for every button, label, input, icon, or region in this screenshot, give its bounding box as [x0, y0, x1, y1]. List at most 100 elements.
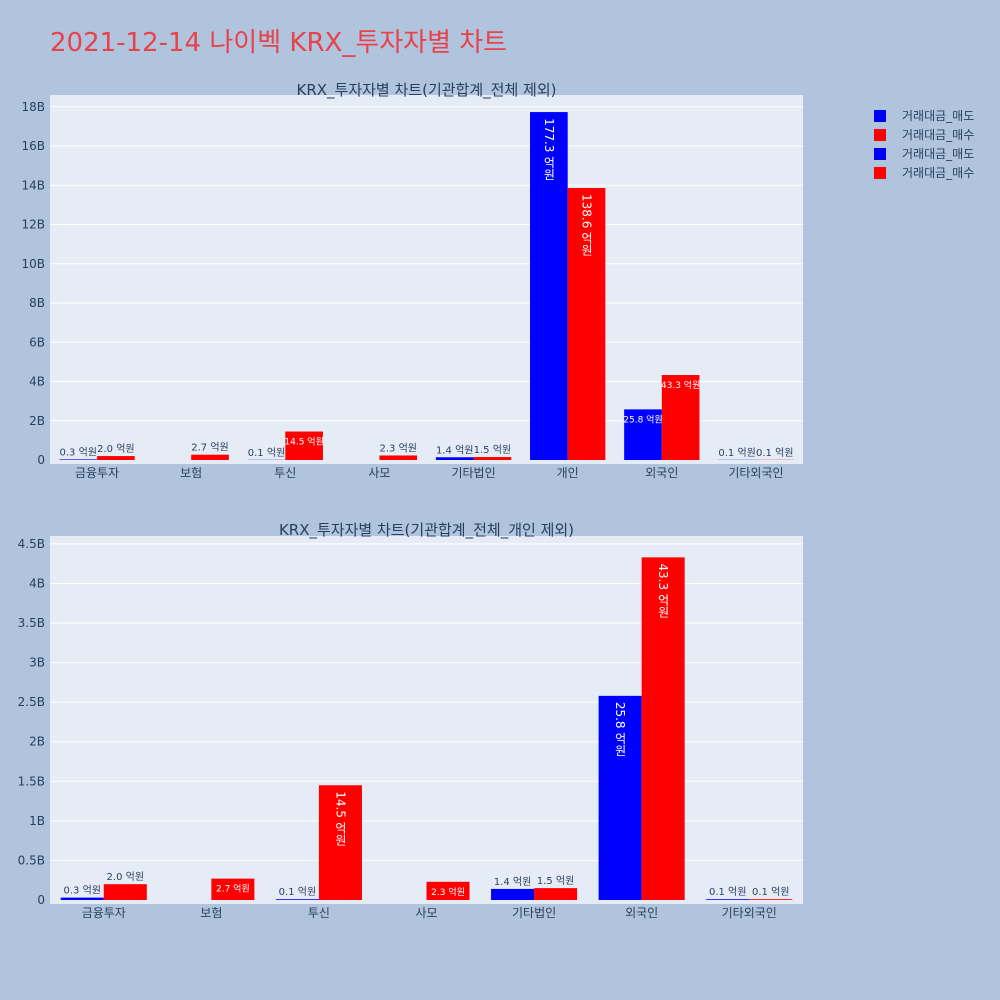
data-label: 2.3 억원	[431, 886, 465, 898]
data-label: 0.1 억원	[752, 886, 789, 898]
data-label: 138.6 억원	[580, 194, 594, 256]
y-tick-label: 2B	[29, 735, 45, 749]
x-tick-label: 기타법인	[451, 466, 495, 480]
x-tick-label: 사모	[415, 906, 437, 920]
y-tick-label: 4.5B	[18, 537, 45, 551]
bar	[211, 878, 255, 900]
legend-item[interactable]: 거래대금_매수	[874, 125, 974, 144]
y-tick-label: 4B	[29, 375, 45, 389]
legend-swatch	[874, 128, 886, 141]
data-label: 43.3 억원	[661, 379, 700, 391]
bar	[379, 455, 418, 460]
legend-swatch	[874, 147, 886, 160]
bar	[191, 454, 229, 460]
data-label: 0.1 억원	[709, 886, 746, 898]
data-label: 1.4 억원	[494, 876, 531, 888]
data-label: 177.3 억원	[542, 118, 556, 180]
x-tick-label: 보험	[180, 466, 202, 480]
legend[interactable]: 거래대금_매도 거래대금_매수 거래대금_매도 거래대금_매수	[874, 106, 974, 182]
chart-title: KRX_투자자별 차트(기관합계_전체 제외)	[297, 81, 557, 100]
bar	[97, 456, 135, 460]
data-label: 0.1 억원	[279, 886, 316, 898]
x-tick-label: 보험	[200, 906, 222, 920]
legend-item[interactable]: 거래대금_매도	[874, 144, 974, 163]
bar	[59, 459, 98, 460]
y-tick-label: 0	[37, 893, 45, 907]
bar	[318, 785, 362, 900]
data-label: 1.4 억원	[436, 444, 473, 456]
legend-label: 거래대금_매수	[902, 128, 975, 142]
data-label: 2.0 억원	[107, 871, 144, 883]
bar	[706, 899, 750, 900]
data-label: 0.1 억원	[248, 447, 285, 459]
plot-area	[50, 536, 803, 904]
bar	[60, 897, 104, 900]
x-tick-label: 기타외국인	[722, 906, 777, 920]
y-tick-label: 0	[37, 453, 45, 467]
data-label: 25.8 억원	[613, 702, 627, 757]
bar	[641, 557, 685, 900]
y-tick-label: 0.5B	[18, 853, 45, 867]
bar	[661, 375, 700, 460]
x-tick-label: 기타법인	[512, 906, 556, 920]
data-label: 14.5 억원	[284, 436, 323, 448]
bar	[491, 888, 535, 900]
bar	[624, 409, 662, 460]
x-tick-label: 외국인	[645, 466, 678, 480]
legend-swatch	[874, 166, 886, 179]
bar	[103, 884, 147, 900]
y-tick-label: 18B	[21, 100, 45, 114]
x-tick-label: 금융투자	[82, 906, 126, 920]
y-tick-label: 6B	[29, 335, 45, 349]
x-tick-label: 사모	[368, 466, 390, 480]
data-label: 2.0 억원	[97, 443, 134, 455]
legend-item[interactable]: 거래대금_매수	[874, 163, 974, 182]
x-tick-label: 기타외국인	[728, 466, 783, 480]
data-label: 0.3 억원	[59, 446, 96, 458]
bar	[749, 899, 793, 900]
legend-label: 거래대금_매도	[902, 109, 975, 123]
bar	[426, 881, 470, 900]
y-tick-label: 3B	[29, 656, 45, 670]
bar	[473, 457, 512, 460]
data-label: 25.8 억원	[623, 413, 662, 425]
page-title: 2021-12-14 나이벡 KRX_투자자별 차트	[50, 28, 508, 58]
legend-label: 거래대금_매수	[902, 166, 975, 180]
data-label: 1.5 억원	[537, 875, 574, 887]
bar	[435, 457, 474, 460]
x-tick-label: 개인	[557, 466, 579, 480]
data-label: 43.3 억원	[656, 563, 670, 618]
x-tick-label: 투신	[274, 466, 296, 480]
y-tick-label: 8B	[29, 296, 45, 310]
data-label: 2.7 억원	[191, 442, 228, 454]
y-tick-label: 16B	[21, 139, 45, 153]
data-label: 0.1 억원	[718, 447, 755, 459]
y-tick-label: 3.5B	[18, 616, 45, 630]
legend-item[interactable]: 거래대금_매도	[874, 106, 974, 125]
y-tick-label: 14B	[21, 178, 45, 192]
bar	[567, 188, 606, 461]
y-tick-label: 10B	[21, 257, 45, 271]
bar	[598, 695, 642, 900]
legend-label: 거래대금_매도	[902, 147, 975, 161]
bar	[534, 888, 578, 900]
y-tick-label: 12B	[21, 218, 45, 232]
bar	[275, 899, 319, 900]
data-label: 0.3 억원	[64, 885, 101, 897]
y-tick-label: 2.5B	[18, 695, 45, 709]
x-tick-label: 금융투자	[75, 466, 119, 480]
data-label: 14.5 억원	[333, 791, 347, 846]
y-tick-label: 4B	[29, 576, 45, 590]
data-label: 2.7 억원	[216, 883, 250, 895]
x-tick-label: 투신	[308, 906, 330, 920]
data-label: 1.5 억원	[474, 444, 511, 456]
y-tick-label: 2B	[29, 414, 45, 428]
data-label: 0.1 억원	[756, 447, 793, 459]
chart-title: KRX_투자자별 차트(기관합계_전체_개인 제외)	[279, 521, 574, 540]
y-tick-label: 1.5B	[18, 774, 45, 788]
y-tick-label: 1B	[29, 814, 45, 828]
bar	[530, 112, 568, 461]
legend-swatch	[874, 109, 886, 122]
bar	[285, 431, 323, 460]
